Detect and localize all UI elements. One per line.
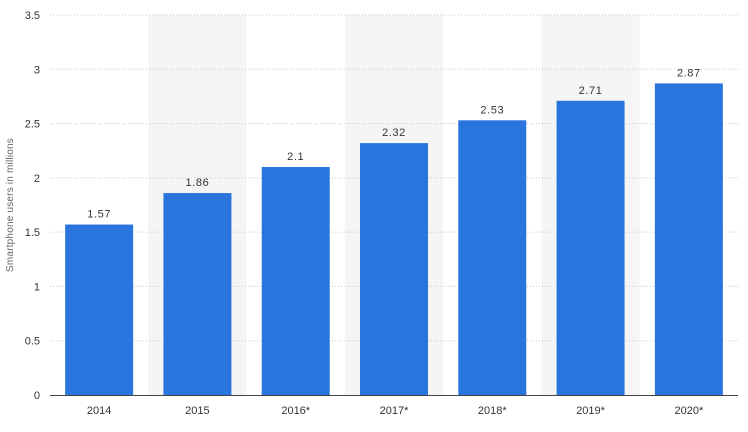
bar[interactable] bbox=[163, 193, 232, 395]
data-label: 2.32 bbox=[382, 127, 406, 139]
y-tick-label: 3 bbox=[34, 64, 40, 76]
data-label: 2.87 bbox=[677, 67, 701, 79]
x-tick-label: 2019* bbox=[576, 405, 605, 417]
y-tick-label: 2.5 bbox=[25, 119, 40, 131]
data-label: 1.86 bbox=[186, 177, 210, 189]
y-tick-label: 2 bbox=[34, 173, 40, 185]
data-label: 2.71 bbox=[579, 85, 603, 97]
y-tick-label: 0.5 bbox=[25, 336, 40, 348]
x-tick-label: 2017* bbox=[380, 405, 409, 417]
data-label: 2.1 bbox=[287, 151, 304, 163]
data-label: 1.57 bbox=[87, 209, 111, 221]
y-axis-title: Smartphone users in millions bbox=[5, 138, 16, 272]
data-label: 2.53 bbox=[480, 104, 504, 116]
x-axis: 2014 2015 2016* 2017* 2018* 2019* 2020* bbox=[50, 395, 738, 417]
x-tick-label: 2018* bbox=[478, 405, 507, 417]
bars-layer bbox=[65, 83, 723, 396]
bar[interactable] bbox=[261, 167, 330, 395]
x-tick-label: 2020* bbox=[674, 405, 703, 417]
bar[interactable] bbox=[65, 224, 134, 395]
bar[interactable] bbox=[458, 120, 527, 396]
x-tick-label: 2014 bbox=[87, 405, 111, 417]
y-tick-label: 3.5 bbox=[25, 10, 40, 22]
bar[interactable] bbox=[556, 100, 625, 396]
bar[interactable] bbox=[360, 143, 428, 395]
data-labels-layer: 1.57 1.86 2.1 2.32 2.53 2.71 2.87 bbox=[87, 67, 701, 221]
y-tick-label: 1.5 bbox=[25, 227, 40, 239]
y-axis: 0 0.5 1 1.5 2 2.5 3 3.5 bbox=[25, 10, 40, 402]
x-tick-label: 2015 bbox=[185, 405, 209, 417]
y-tick-label: 1 bbox=[34, 281, 40, 293]
x-tick-label: 2016* bbox=[281, 405, 310, 417]
y-tick-label: 0 bbox=[34, 390, 40, 402]
bar[interactable] bbox=[654, 83, 723, 396]
